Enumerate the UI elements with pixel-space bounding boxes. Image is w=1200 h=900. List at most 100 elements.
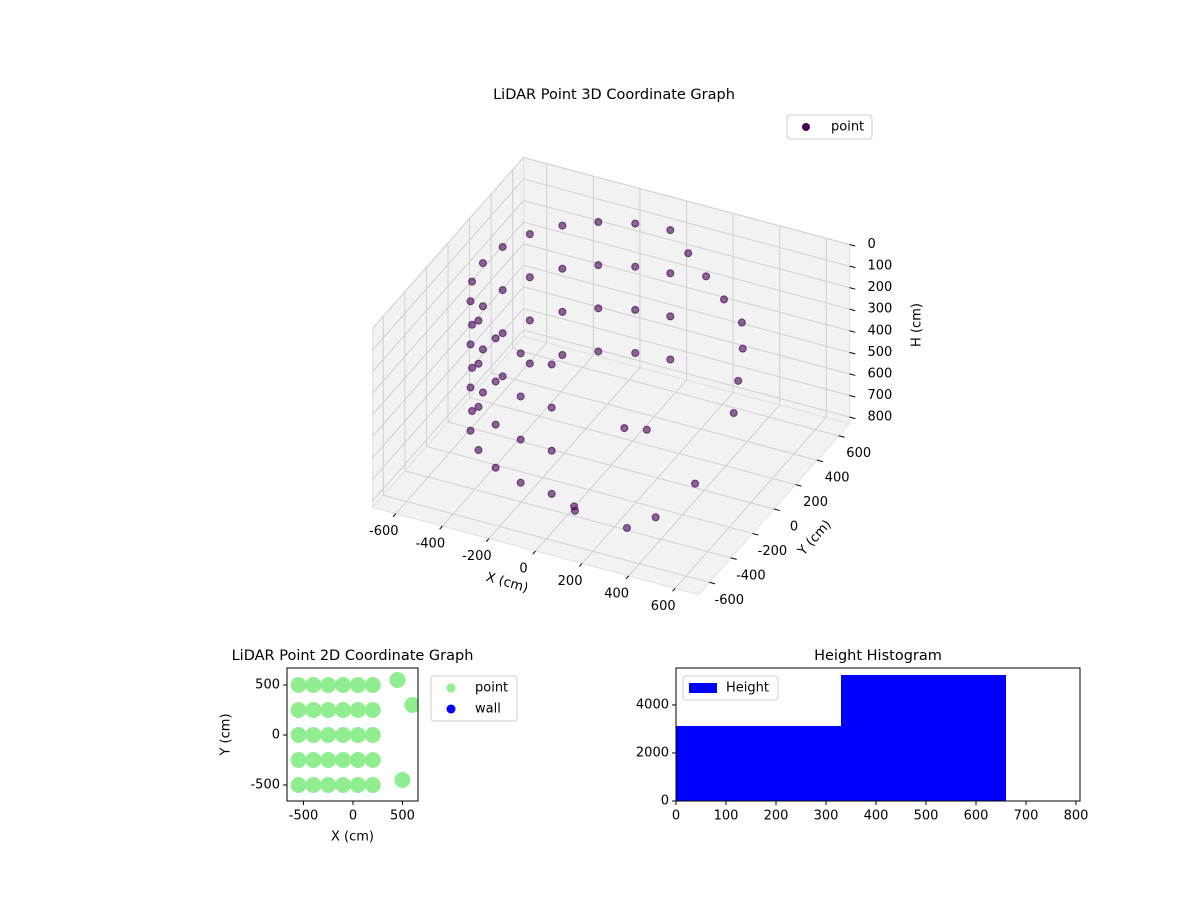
z-tick-label: 400 — [868, 323, 893, 338]
grid-line — [372, 329, 524, 502]
data-point — [305, 677, 322, 693]
data-point — [349, 752, 366, 768]
data-point — [666, 312, 675, 321]
data-point — [305, 752, 322, 768]
data-point — [737, 318, 746, 327]
z-tick-label: 800 — [868, 410, 893, 425]
x-tick-label: -600 — [369, 524, 399, 539]
x-tick-label: -400 — [416, 537, 446, 552]
legend-label: point — [475, 681, 508, 696]
data-point — [320, 702, 337, 718]
x-tick-label: 500 — [914, 809, 939, 824]
grid-line — [372, 286, 524, 459]
tick-mark — [849, 330, 856, 333]
data-point — [491, 463, 500, 472]
data-point — [468, 277, 477, 286]
data-point — [491, 377, 500, 386]
data-point — [305, 777, 322, 793]
data-point — [702, 272, 711, 281]
data-point — [516, 392, 525, 401]
x-tick-label: 400 — [864, 809, 889, 824]
grid-line — [523, 286, 850, 375]
data-point — [290, 752, 307, 768]
x-tick-label: 600 — [964, 809, 989, 824]
data-point — [594, 347, 603, 356]
data-point — [729, 409, 738, 418]
tick-mark — [795, 484, 802, 487]
plot-area — [290, 672, 418, 793]
data-point — [558, 221, 567, 230]
data-point — [290, 727, 307, 743]
data-point — [335, 752, 352, 768]
data-point — [478, 302, 487, 311]
x-tick-label: 200 — [558, 574, 583, 589]
data-point — [622, 523, 631, 532]
data-point — [734, 376, 743, 385]
grid-line — [426, 445, 753, 534]
tick-mark — [849, 394, 856, 398]
data-point — [558, 307, 567, 316]
legend-box — [430, 675, 518, 722]
x-tick-label: 500 — [390, 809, 415, 824]
data-point — [666, 269, 675, 278]
tick-mark — [773, 508, 780, 512]
grid-line — [523, 157, 850, 245]
data-point — [364, 702, 381, 718]
tick-mark — [849, 265, 856, 269]
legend-box — [786, 114, 873, 140]
data-point — [594, 218, 603, 227]
tick-mark — [849, 373, 856, 376]
data-point — [394, 772, 411, 788]
y-tick-label: 2000 — [636, 745, 669, 760]
y-axis-label: Y (cm) — [795, 517, 835, 559]
tick-mark — [439, 525, 443, 530]
grid-line — [372, 265, 524, 437]
data-point — [474, 316, 483, 325]
data-point — [498, 242, 507, 251]
data-point — [525, 230, 534, 239]
data-point — [516, 349, 525, 358]
data-point — [305, 727, 322, 743]
data-point — [631, 262, 640, 271]
y-tick-label: 400 — [825, 471, 850, 486]
tick-mark — [849, 244, 856, 247]
data-point — [404, 697, 418, 713]
y-tick-label: 0 — [272, 728, 280, 743]
data-point — [364, 727, 381, 743]
tick-mark — [730, 557, 737, 560]
data-point — [468, 363, 477, 372]
grid-line — [372, 178, 524, 351]
data-point — [466, 383, 475, 392]
grid-line — [447, 421, 775, 510]
data-point — [466, 426, 475, 435]
y-tick-label: 4000 — [636, 697, 669, 712]
data-point — [666, 355, 675, 364]
data-point — [547, 489, 556, 498]
z-tick-label: 500 — [868, 345, 893, 360]
data-point — [498, 329, 507, 338]
legend-marker — [446, 683, 456, 693]
legend-label: wall — [475, 702, 501, 717]
tick-mark — [838, 435, 845, 438]
data-point — [320, 777, 337, 793]
data-point — [620, 424, 629, 433]
data-point — [478, 345, 487, 354]
y-tick-label: 0 — [661, 794, 669, 809]
data-point — [631, 219, 640, 228]
data-point — [320, 677, 337, 693]
data-point — [474, 359, 483, 368]
data-point — [290, 677, 307, 693]
z-tick-label: 700 — [868, 388, 893, 403]
x-tick-label: 700 — [1014, 809, 1039, 824]
grid-line — [372, 200, 524, 372]
grid-line — [469, 397, 796, 486]
data-point — [389, 672, 406, 688]
y-tick-label: -600 — [715, 593, 745, 608]
tick-mark — [849, 287, 856, 290]
legend-marker — [446, 704, 456, 714]
data-point — [320, 727, 337, 743]
data-point — [364, 752, 381, 768]
z-tick-label: 200 — [868, 280, 893, 295]
data-point — [525, 316, 534, 325]
